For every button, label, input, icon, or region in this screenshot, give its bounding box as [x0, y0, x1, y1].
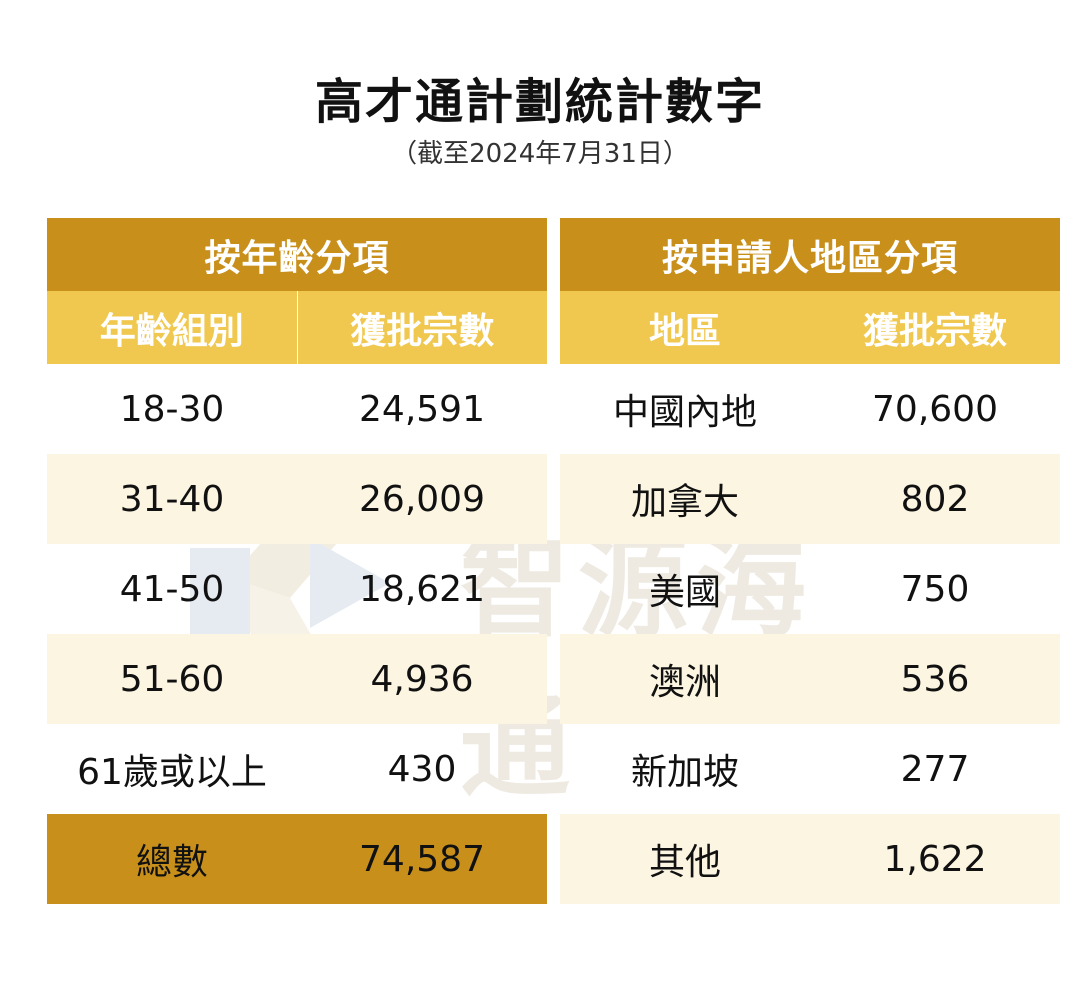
region-cell: 美國	[648, 572, 721, 613]
age-group-cell: 31-40	[119, 478, 225, 520]
region-count-cell: 1,622	[883, 838, 987, 880]
region-cell: 加拿大	[630, 482, 739, 523]
table-row: 18-30 24,591	[47, 364, 547, 454]
age-group-cell: 41-50	[119, 568, 225, 610]
region-cell: 澳洲	[648, 662, 721, 703]
table-row: 加拿大 802	[560, 454, 1060, 544]
age-group-cell: 61歲或以上	[77, 752, 267, 793]
region-count-cell: 802	[900, 478, 970, 520]
region-count-cell: 750	[900, 568, 970, 610]
table-row: 其他 1,622	[560, 814, 1060, 904]
table-row: 中國內地 70,600	[560, 364, 1060, 454]
table-row: 51-60 4,936	[47, 634, 547, 724]
age-table-title: 按年齡分項	[47, 218, 547, 291]
region-col-header-region: 地區	[648, 310, 721, 352]
age-count-cell: 430	[387, 748, 457, 790]
region-table-header-row: 地區 獲批宗數	[560, 291, 1060, 364]
age-col-header-count: 獲批宗數	[350, 310, 495, 352]
region-col-header-count: 獲批宗數	[862, 310, 1007, 352]
age-table: 按年齡分項 年齡組別 獲批宗數 18-30 24,591 31-40 26,00…	[47, 218, 547, 904]
table-row: 31-40 26,009	[47, 454, 547, 544]
age-col-header-group: 年齡組別	[47, 291, 298, 364]
total-row: 總數 74,587	[47, 814, 547, 904]
region-count-cell: 277	[900, 748, 970, 790]
total-label: 總數	[135, 842, 208, 883]
age-table-header-row: 年齡組別 獲批宗數	[47, 291, 547, 364]
age-group-cell: 18-30	[119, 388, 225, 430]
total-value: 74,587	[359, 838, 485, 880]
region-count-cell: 70,600	[872, 388, 998, 430]
age-count-cell: 24,591	[359, 388, 485, 430]
table-row: 61歲或以上 430	[47, 724, 547, 814]
region-table: 按申請人地區分項 地區 獲批宗數 中國內地 70,600 加拿大 802 美國 …	[560, 218, 1060, 904]
table-row: 41-50 18,621	[47, 544, 547, 634]
region-table-title: 按申請人地區分項	[560, 218, 1060, 291]
table-row: 澳洲 536	[560, 634, 1060, 724]
age-count-cell: 4,936	[370, 658, 474, 700]
age-count-cell: 26,009	[359, 478, 485, 520]
region-cell: 中國內地	[612, 392, 757, 433]
region-cell: 新加坡	[630, 752, 739, 793]
age-group-cell: 51-60	[119, 658, 225, 700]
region-count-cell: 536	[900, 658, 970, 700]
page-subtitle: （截至2024年7月31日）	[391, 139, 689, 169]
age-count-cell: 18,621	[359, 568, 485, 610]
table-row: 美國 750	[560, 544, 1060, 634]
table-row: 新加坡 277	[560, 724, 1060, 814]
page-title: 高才通計劃統計數字	[314, 74, 765, 130]
region-cell: 其他	[648, 842, 721, 883]
